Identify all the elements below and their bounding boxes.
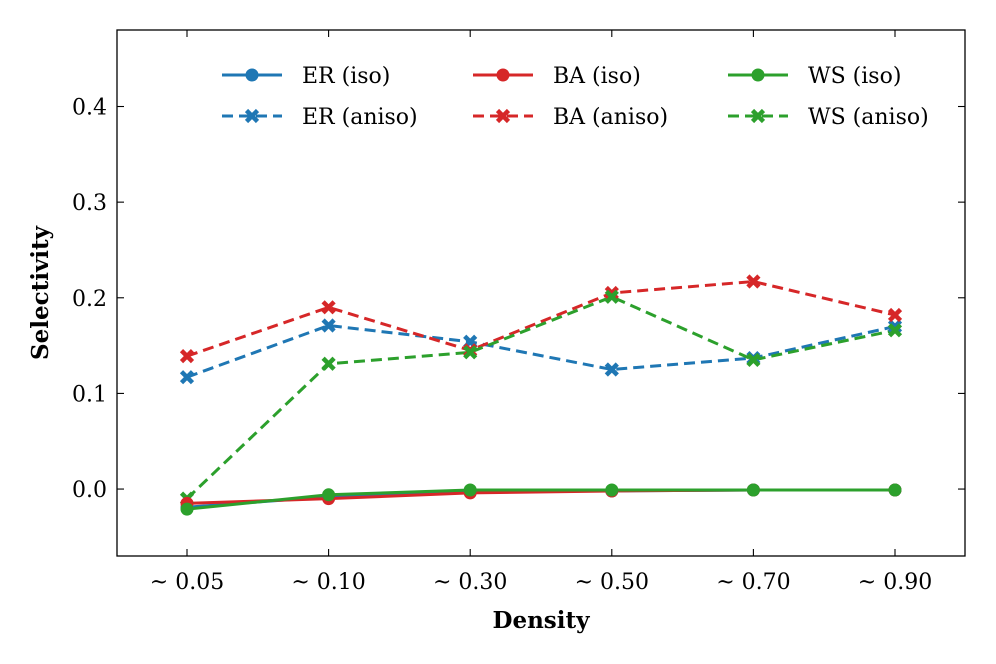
x-tick-label: ~ 0.70 (716, 570, 790, 595)
point-ba-aniso (887, 307, 903, 323)
x-tick-label: ~ 0.50 (575, 570, 649, 595)
legend-item-ws-aniso: WS (aniso) (728, 105, 929, 130)
axis-ticks (117, 30, 965, 556)
tick-labels: ~ 0.05 ~ 0.10 ~ 0.30 ~ 0.50 ~ 0.70 ~ 0.90 0.0 0… (72, 96, 932, 595)
legend-swatch-marker-stroke-b (495, 108, 511, 124)
x-tick-label: ~ 0.30 (433, 570, 507, 595)
point-ws-iso (322, 488, 336, 502)
legend-swatch-marker-stroke-b (244, 108, 260, 124)
x-tick-label: ~ 0.05 (150, 570, 224, 595)
point-ws-aniso (463, 345, 478, 360)
legend-item-er-aniso: ER (aniso) (222, 105, 418, 130)
x-axis-title: Density (493, 607, 591, 634)
point-ws-iso (605, 483, 619, 497)
point-er-aniso-stroke-b (321, 318, 336, 333)
series-line-ws-iso (186, 488, 895, 511)
y-axis-title: Selectivity (27, 225, 54, 360)
point-ba-aniso-stroke-b (179, 349, 195, 364)
point-er-aniso (321, 318, 336, 333)
point-ws-iso (888, 483, 902, 497)
plot-frame (116, 29, 966, 557)
point-er-aniso-stroke-b (179, 370, 195, 385)
point-ba-aniso-stroke-b (604, 285, 619, 301)
legend-swatch-marker (244, 108, 260, 124)
legend-swatch-marker (750, 108, 766, 124)
point-er-aniso (887, 319, 903, 334)
y-tick-label: 0.3 (72, 191, 107, 216)
point-ws-aniso (746, 352, 761, 368)
series-line-ba-aniso (186, 280, 896, 358)
point-ba-aniso-stroke-b (887, 307, 903, 323)
legend-swatch-marker-stroke-b (750, 108, 766, 124)
legend-label: ER (iso) (302, 64, 390, 89)
point-ba-aniso (321, 300, 336, 315)
point-ws-aniso (321, 356, 336, 371)
y-tick-label: 0.2 (72, 287, 107, 312)
legend: ER (iso) BA (iso) WS (iso) ER (aniso) BA (an… (222, 64, 929, 130)
x-tick-label: ~ 0.10 (291, 570, 365, 595)
legend-swatch-marker (495, 108, 511, 124)
plot-markers (179, 274, 903, 516)
point-ws-aniso (887, 323, 903, 338)
point-ws-aniso-stroke-b (604, 289, 619, 304)
series-line-ws-aniso (185, 295, 896, 500)
legend-item-er-iso: ER (iso) (222, 64, 390, 89)
point-ws-aniso-stroke-b (746, 352, 761, 368)
y-tick-label: 0.1 (72, 382, 107, 407)
point-ba-aniso-stroke-b (321, 300, 336, 315)
legend-swatch-marker (496, 68, 510, 82)
legend-item-ws-iso: WS (iso) (728, 64, 901, 89)
point-ws-aniso-stroke-b (887, 323, 903, 338)
series-line-er-aniso (186, 324, 896, 379)
point-ws-aniso (604, 289, 619, 304)
legend-label: BA (aniso) (553, 105, 668, 130)
legend-label: WS (aniso) (808, 105, 929, 130)
legend-swatch-marker (245, 68, 259, 82)
point-ba-aniso (746, 274, 761, 289)
plot-lines (185, 280, 896, 511)
y-tick-label: 0.0 (72, 478, 107, 503)
point-ba-aniso-stroke-b (746, 274, 761, 289)
point-er-aniso-stroke-b (887, 319, 903, 334)
point-er-aniso (604, 362, 619, 377)
point-er-aniso-stroke-b (604, 362, 619, 377)
point-ws-iso (463, 483, 477, 497)
legend-label: BA (iso) (553, 64, 641, 89)
point-ws-iso (180, 502, 194, 516)
legend-item-ba-iso: BA (iso) (473, 64, 641, 89)
point-ws-iso (746, 483, 760, 497)
point-ws-aniso-stroke-b (321, 356, 336, 371)
legend-item-ba-aniso: BA (aniso) (473, 105, 668, 130)
point-ws-aniso-stroke-b (463, 345, 478, 360)
point-ba-aniso (179, 349, 195, 364)
legend-label: WS (iso) (808, 64, 901, 89)
legend-swatch-marker (751, 68, 765, 82)
point-er-aniso (179, 370, 195, 385)
series-line-ba-iso (186, 488, 895, 505)
legend-label: ER (aniso) (302, 105, 418, 130)
x-tick-label: ~ 0.90 (858, 570, 932, 595)
y-tick-label: 0.4 (72, 96, 107, 121)
point-ba-aniso (604, 285, 619, 301)
